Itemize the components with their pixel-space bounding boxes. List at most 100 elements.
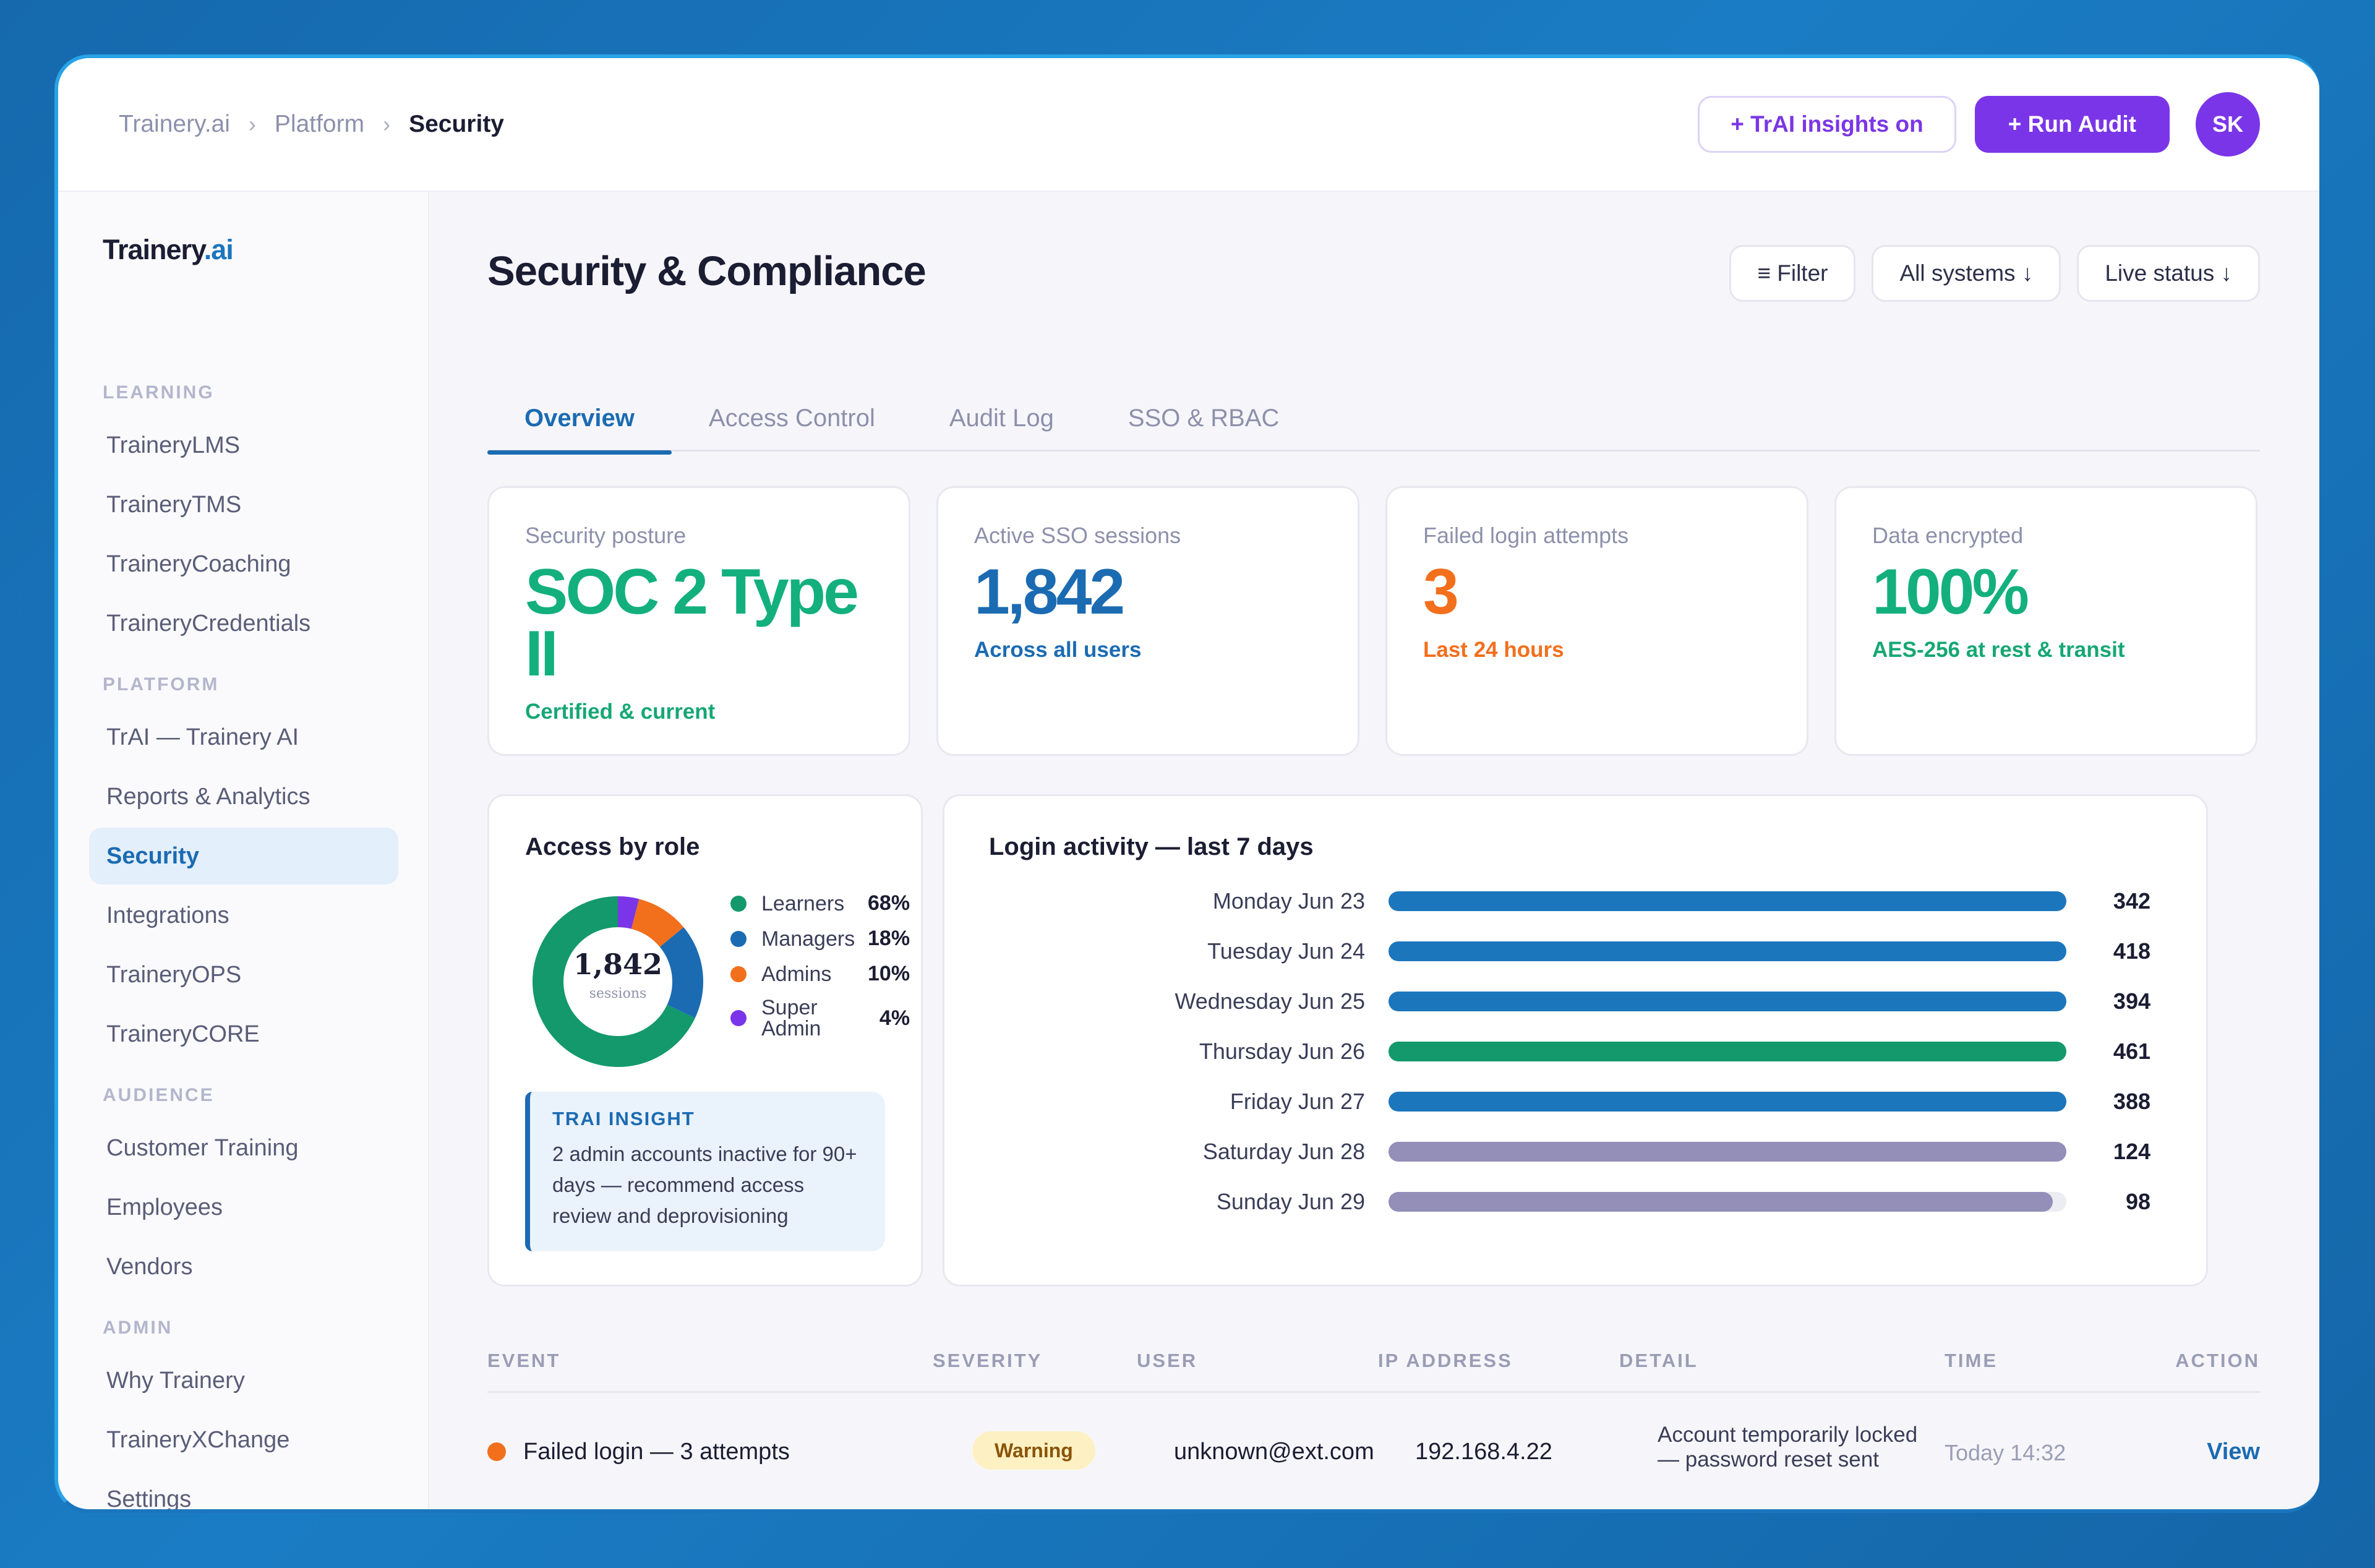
- legend-pct: 4%: [879, 1006, 910, 1030]
- breadcrumb: Trainery.ai › Platform › Security: [119, 111, 504, 138]
- legend-dot: [730, 895, 747, 912]
- severity-badge: Warning: [972, 1431, 1095, 1470]
- bar-row: Wednesday Jun 25 394: [944, 983, 2206, 1020]
- stat-card-security-posture: Security posture SOC 2 Type II Certified…: [487, 486, 910, 756]
- legend-item-admins: Admins 10%: [730, 962, 910, 986]
- nav-section-platform: PLATFORM: [103, 674, 220, 695]
- stat-card-data-encrypted: Data encrypted 100% AES-256 at rest & tr…: [1834, 486, 2257, 756]
- stat-value: 1,842: [974, 556, 1125, 628]
- brand-name: Trainery: [103, 234, 205, 265]
- bar-row: Thursday Jun 26 461: [944, 1033, 2206, 1070]
- bar-row: Saturday Jun 28 124: [944, 1133, 2206, 1170]
- bar: [1389, 1142, 2066, 1162]
- column-header-detail: DETAIL: [1619, 1350, 1698, 1371]
- sidebar-item-traineryTMS[interactable]: TraineryTMS: [106, 491, 242, 518]
- stat-label: Security posture: [525, 523, 687, 548]
- tab-access-control[interactable]: Access Control: [708, 404, 875, 432]
- table-row: Failed login — 3 attempts Warning unknow…: [487, 1393, 2260, 1504]
- stat-label: Failed login attempts: [1423, 523, 1629, 548]
- stat-card-failed-logins: Failed login attempts 3 Last 24 hours: [1385, 486, 1808, 756]
- tab-overview[interactable]: Overview: [487, 385, 672, 455]
- column-header-action: ACTION: [2175, 1350, 2260, 1371]
- sidebar-item-security[interactable]: Security: [89, 828, 398, 885]
- brand-logo[interactable]: Trainery.ai: [103, 234, 234, 266]
- legend-pct: 68%: [868, 891, 910, 915]
- view-event-link[interactable]: View: [2207, 1439, 2260, 1465]
- legend-dot: [730, 930, 747, 947]
- sidebar-item-employees[interactable]: Employees: [106, 1194, 223, 1220]
- bar: [1389, 1192, 2053, 1212]
- stat-card-sso-sessions: Active SSO sessions 1,842 Across all use…: [936, 486, 1359, 756]
- legend-item-learners: Learners 68%: [730, 891, 910, 915]
- column-header-ip: IP ADDRESS: [1378, 1350, 1513, 1371]
- sidebar-item-settings[interactable]: Settings: [106, 1486, 192, 1512]
- bar: [1389, 1092, 2066, 1112]
- event-user: unknown@ext.com: [1174, 1439, 1374, 1465]
- legend-name: Learners: [761, 891, 845, 915]
- bar-value-label: 98: [2125, 1189, 2150, 1214]
- page-title: Security & Compliance: [487, 248, 926, 294]
- bar-track: [1389, 1042, 2066, 1061]
- insight-title: TRAI INSIGHT: [552, 1108, 695, 1129]
- systems-dropdown[interactable]: All systems ↓: [1872, 245, 2061, 302]
- tab-sso-rbac[interactable]: SSO & RBAC: [1128, 404, 1280, 432]
- column-header-event: EVENT: [487, 1350, 561, 1371]
- bar-track: [1389, 992, 2066, 1011]
- sidebar-item-traineryops[interactable]: TraineryOPS: [106, 961, 242, 988]
- stat-sub: Last 24 hours: [1423, 638, 1564, 662]
- legend-item-managers: Managers 18%: [730, 927, 910, 951]
- bar-row: Tuesday Jun 24 418: [944, 933, 2206, 970]
- main-content: Security & Compliance ≡ Filter All syste…: [429, 192, 2319, 1509]
- breadcrumb-home[interactable]: Trainery.ai: [119, 111, 230, 137]
- sidebar-item-trainerycore[interactable]: TraineryCORE: [106, 1021, 260, 1047]
- card-title: Login activity — last 7 days: [989, 833, 1314, 860]
- role-legend: Learners 68% Managers 18% Admins 10% Sup…: [730, 891, 910, 1050]
- sidebar-item-integrations[interactable]: Integrations: [106, 902, 229, 928]
- sidebar-item-trainerycredentials[interactable]: TraineryCredentials: [106, 610, 311, 636]
- sidebar-item-why-trainery[interactable]: Why Trainery: [106, 1367, 245, 1394]
- donut-center-label: sessions: [589, 986, 647, 1001]
- card-title: Access by role: [525, 833, 700, 860]
- breadcrumb-platform[interactable]: Platform: [274, 111, 365, 137]
- nav-section-audience: AUDIENCE: [103, 1085, 215, 1105]
- filter-bar: ≡ Filter All systems ↓ Live status ↓: [1713, 245, 2260, 302]
- sidebar-item-vendors[interactable]: Vendors: [106, 1253, 193, 1280]
- filter-button[interactable]: ≡ Filter: [1729, 245, 1856, 302]
- sidebar-item-reports-analytics[interactable]: Reports & Analytics: [106, 783, 310, 810]
- sidebar-item-trainery-xchange[interactable]: TraineryXChange: [106, 1426, 290, 1453]
- trai-insights-toggle-button[interactable]: + TrAI insights on: [1698, 96, 1956, 153]
- bar-track: [1389, 1092, 2066, 1112]
- bar-day-label: Wednesday Jun 25: [1175, 988, 1365, 1014]
- sidebar-item-trainerycoaching[interactable]: TraineryCoaching: [106, 551, 291, 577]
- insight-text: 2 admin accounts inactive for 90+ days —…: [552, 1142, 857, 1227]
- stat-value: 100%: [1872, 556, 2029, 628]
- legend-pct: 18%: [868, 927, 910, 950]
- top-actions: + TrAI insights on + Run Audit SK: [1698, 92, 2260, 156]
- breadcrumb-current: Security: [409, 111, 504, 137]
- legend-item-super-admin: Super Admin 4%: [730, 997, 910, 1039]
- sidebar-item-trainerylms[interactable]: TraineryLMS: [106, 432, 241, 458]
- live-status-dropdown[interactable]: Live status ↓: [2077, 245, 2260, 302]
- app-window: Trainery.ai › Platform › Security + TrAI…: [54, 54, 2319, 1513]
- bar-row: Monday Jun 23 342: [944, 883, 2206, 920]
- stat-sub: Certified & current: [525, 700, 716, 724]
- bar-day-label: Thursday Jun 26: [1199, 1039, 1365, 1064]
- sidebar-item-customer-training[interactable]: Customer Training: [106, 1134, 299, 1161]
- legend-pct: 10%: [868, 962, 910, 985]
- bar: [1389, 992, 2066, 1011]
- run-audit-button[interactable]: + Run Audit: [1974, 96, 2170, 153]
- tab-audit-log[interactable]: Audit Log: [949, 404, 1054, 432]
- bar-day-label: Monday Jun 23: [1212, 888, 1365, 914]
- event-time: Today 14:32: [1945, 1440, 2066, 1465]
- sidebar-item-trai[interactable]: TrAI — Trainery AI: [106, 724, 299, 750]
- severity-dot: [487, 1442, 506, 1461]
- legend-name: Super Admin: [761, 996, 821, 1040]
- donut-center-value: 1,842: [573, 948, 662, 981]
- stat-label: Active SSO sessions: [974, 523, 1181, 548]
- event-detail-line1: Account temporarily locked: [1658, 1423, 1918, 1447]
- legend-name: Admins: [761, 962, 832, 986]
- bar: [1389, 1042, 2066, 1061]
- events-table-header: EVENT SEVERITY USER IP ADDRESS DETAIL TI…: [487, 1337, 2260, 1393]
- sidebar: Trainery.ai LEARNING TraineryLMS Trainer…: [58, 192, 429, 1509]
- avatar[interactable]: SK: [2196, 92, 2260, 156]
